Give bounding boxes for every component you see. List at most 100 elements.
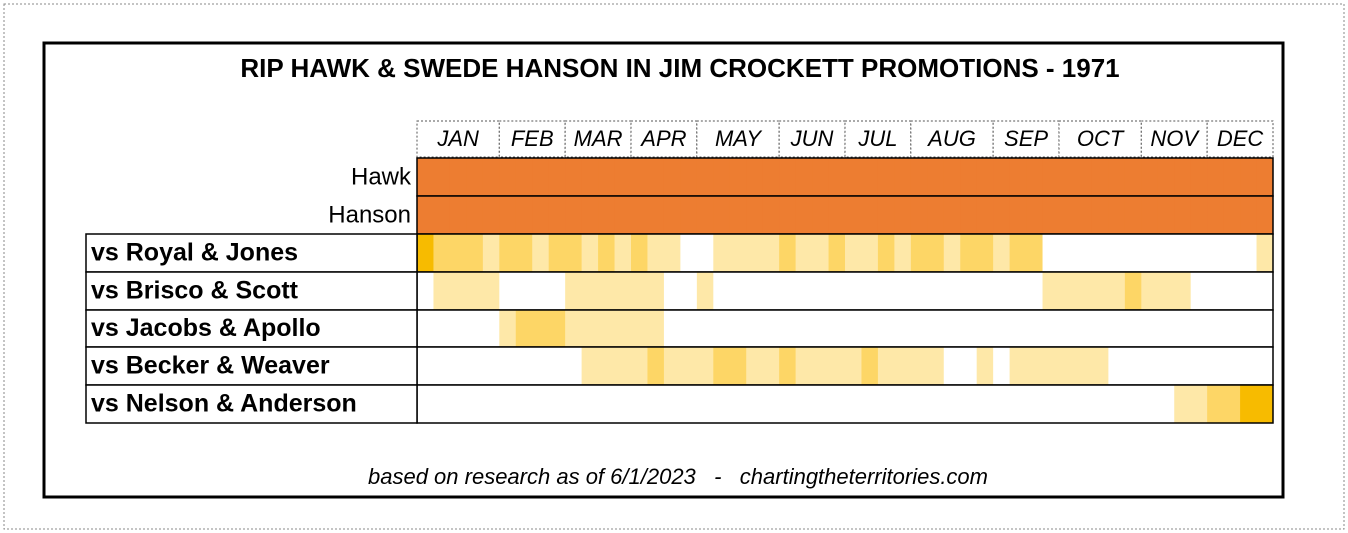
week-cell bbox=[1240, 196, 1258, 234]
week-cell bbox=[449, 347, 467, 385]
month-label: DEC bbox=[1217, 126, 1264, 151]
week-cell bbox=[993, 272, 1011, 310]
week-cell bbox=[894, 234, 912, 272]
week-cell bbox=[762, 385, 780, 423]
week-cell bbox=[417, 158, 434, 196]
week-cell bbox=[1091, 272, 1109, 310]
week-cell bbox=[910, 234, 928, 272]
week-cell bbox=[795, 158, 813, 196]
week-cell bbox=[1091, 196, 1109, 234]
week-cell bbox=[1091, 310, 1109, 347]
week-cell bbox=[1174, 196, 1192, 234]
week-cell bbox=[960, 385, 978, 423]
week-cell bbox=[466, 196, 484, 234]
week-cell bbox=[1124, 234, 1142, 272]
week-cell bbox=[598, 196, 616, 234]
week-cell bbox=[581, 385, 599, 423]
week-cell bbox=[927, 158, 945, 196]
week-cell bbox=[1157, 196, 1175, 234]
week-cell bbox=[877, 158, 895, 196]
label-cell bbox=[85, 309, 418, 348]
week-cell bbox=[1108, 310, 1126, 347]
week-cell bbox=[861, 310, 879, 347]
week-cell bbox=[1141, 385, 1159, 423]
week-cell bbox=[1009, 272, 1027, 310]
week-cell bbox=[532, 158, 550, 196]
week-cell bbox=[631, 347, 648, 385]
week-cell bbox=[515, 234, 533, 272]
week-cell bbox=[894, 196, 912, 234]
week-cell bbox=[631, 272, 648, 310]
week-cell bbox=[828, 310, 846, 347]
week-cell bbox=[976, 196, 994, 234]
week-cell bbox=[993, 234, 1011, 272]
week-cell bbox=[910, 347, 928, 385]
week-cell bbox=[631, 385, 648, 423]
week-cell bbox=[746, 196, 764, 234]
week-cell bbox=[894, 158, 912, 196]
week-cell bbox=[943, 158, 961, 196]
month-label: NOV bbox=[1150, 126, 1200, 151]
week-cell bbox=[812, 234, 830, 272]
week-cell bbox=[1157, 385, 1175, 423]
week-cell bbox=[812, 385, 830, 423]
week-cell bbox=[466, 385, 484, 423]
week-cell bbox=[433, 234, 451, 272]
week-cell bbox=[779, 272, 797, 310]
week-cell bbox=[1009, 234, 1027, 272]
week-cell bbox=[877, 385, 895, 423]
week-cell bbox=[729, 272, 747, 310]
week-cell bbox=[894, 272, 912, 310]
week-cell bbox=[1240, 158, 1258, 196]
week-cell bbox=[828, 385, 846, 423]
week-cell bbox=[877, 347, 895, 385]
week-cell bbox=[680, 272, 698, 310]
week-cell bbox=[466, 347, 484, 385]
week-cell bbox=[663, 196, 681, 234]
week-cell bbox=[614, 385, 632, 423]
week-cell bbox=[812, 158, 830, 196]
month-label: FEB bbox=[511, 126, 554, 151]
week-cell bbox=[696, 310, 714, 347]
week-cell bbox=[598, 347, 616, 385]
week-cell bbox=[499, 385, 517, 423]
label-cell bbox=[85, 271, 418, 311]
week-cell bbox=[548, 234, 566, 272]
week-cell bbox=[647, 158, 665, 196]
week-cell bbox=[1059, 196, 1076, 234]
week-cell bbox=[598, 310, 616, 347]
week-cell bbox=[828, 272, 846, 310]
month-cell bbox=[1140, 120, 1208, 158]
week-cell bbox=[729, 196, 747, 234]
week-cell bbox=[1091, 347, 1109, 385]
week-cell bbox=[614, 196, 632, 234]
week-cell bbox=[466, 158, 484, 196]
week-cell bbox=[565, 272, 583, 310]
week-cell bbox=[877, 234, 895, 272]
week-cell bbox=[1042, 310, 1060, 347]
week-cell bbox=[1240, 385, 1258, 423]
week-cell bbox=[960, 196, 978, 234]
month-cell bbox=[498, 120, 566, 158]
week-cell bbox=[663, 347, 681, 385]
week-cell bbox=[927, 310, 945, 347]
week-cell bbox=[943, 310, 961, 347]
week-cell bbox=[696, 196, 714, 234]
week-cell bbox=[1174, 158, 1192, 196]
week-cell bbox=[515, 347, 533, 385]
week-cell bbox=[1059, 347, 1076, 385]
month-cell bbox=[416, 120, 500, 158]
week-cell bbox=[663, 385, 681, 423]
week-cell bbox=[515, 158, 533, 196]
week-cell bbox=[565, 385, 583, 423]
week-cell bbox=[1075, 272, 1093, 310]
week-cell bbox=[532, 234, 550, 272]
week-cell bbox=[417, 272, 434, 310]
week-cell bbox=[433, 158, 451, 196]
week-cell bbox=[647, 347, 665, 385]
month-cell bbox=[696, 120, 780, 158]
week-cell bbox=[1141, 158, 1159, 196]
week-cell bbox=[1026, 385, 1044, 423]
week-cell bbox=[598, 272, 616, 310]
row-label: vs Royal & Jones bbox=[91, 239, 298, 267]
